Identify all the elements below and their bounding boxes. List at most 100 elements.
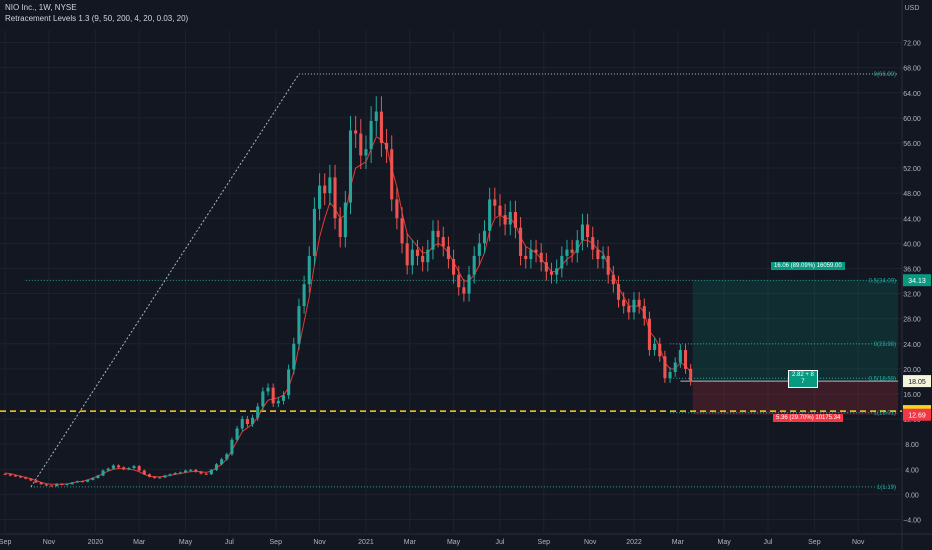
y-tick-label: −4.00 bbox=[903, 517, 921, 524]
moving-average-line bbox=[5, 135, 692, 485]
candle bbox=[565, 249, 569, 256]
candle bbox=[488, 199, 492, 231]
candle bbox=[606, 255, 610, 275]
candle bbox=[611, 274, 615, 285]
candle bbox=[271, 387, 275, 404]
candle bbox=[60, 483, 64, 485]
candle bbox=[395, 199, 399, 219]
x-tick-label: Sep bbox=[0, 539, 11, 546]
y-tick-label: 68.00 bbox=[903, 66, 921, 73]
candle bbox=[364, 149, 368, 156]
fib-level-label: 0.5(18.50) bbox=[869, 376, 896, 382]
x-tick-label: Mar bbox=[133, 539, 146, 546]
candle bbox=[24, 477, 28, 479]
y-tick-label: 0.00 bbox=[905, 492, 919, 499]
candle bbox=[462, 287, 466, 294]
candle bbox=[184, 470, 188, 473]
x-tick-label: Jul bbox=[764, 539, 773, 546]
fib-level-label: 0(66.99) bbox=[874, 72, 896, 78]
candle bbox=[616, 284, 621, 300]
candle bbox=[86, 479, 90, 482]
y-tick-label: 16.00 bbox=[903, 392, 921, 399]
candle bbox=[8, 474, 12, 476]
candle bbox=[534, 249, 538, 253]
candle bbox=[390, 149, 394, 200]
candle bbox=[668, 371, 672, 379]
x-tick-label: 2021 bbox=[358, 539, 374, 546]
candle bbox=[318, 185, 322, 209]
candle bbox=[513, 211, 517, 228]
candle bbox=[446, 246, 450, 260]
candle bbox=[586, 224, 590, 238]
candle bbox=[338, 218, 342, 238]
candle bbox=[570, 249, 574, 253]
fib-level-label: 0(23.98) bbox=[874, 342, 896, 348]
candle bbox=[632, 299, 636, 313]
candle bbox=[431, 230, 435, 250]
candle bbox=[503, 215, 507, 225]
candle bbox=[426, 249, 430, 263]
price-label: 18.05 bbox=[908, 379, 926, 386]
candle bbox=[689, 368, 693, 382]
candle bbox=[405, 243, 409, 266]
price-label-bg bbox=[903, 408, 931, 421]
candle bbox=[251, 417, 255, 425]
candle bbox=[111, 465, 115, 469]
candle bbox=[163, 475, 167, 478]
candle bbox=[34, 480, 38, 483]
candle bbox=[13, 475, 18, 477]
candle bbox=[96, 475, 100, 479]
x-tick-label: Sep bbox=[538, 539, 551, 546]
candle bbox=[436, 230, 440, 238]
candle bbox=[467, 274, 471, 294]
candle bbox=[591, 237, 595, 250]
candle bbox=[266, 387, 270, 392]
candle bbox=[519, 227, 523, 256]
candle bbox=[323, 185, 327, 194]
candle bbox=[673, 362, 677, 372]
y-tick-label: 28.00 bbox=[903, 317, 921, 324]
candle bbox=[601, 255, 605, 260]
candle bbox=[153, 476, 157, 479]
x-tick-label: 2020 bbox=[88, 539, 104, 546]
candle bbox=[19, 476, 23, 478]
candle bbox=[137, 466, 141, 471]
candle bbox=[627, 306, 631, 313]
candle bbox=[168, 474, 172, 476]
candle bbox=[307, 255, 311, 285]
candle bbox=[287, 369, 291, 396]
candle bbox=[55, 483, 59, 487]
candle bbox=[410, 249, 414, 266]
candle bbox=[678, 350, 682, 363]
candle bbox=[647, 318, 651, 351]
candle bbox=[653, 343, 657, 351]
candle bbox=[122, 467, 126, 470]
candle bbox=[477, 243, 481, 256]
y-tick-label: 36.00 bbox=[903, 266, 921, 273]
candle bbox=[101, 470, 105, 476]
x-tick-label: Nov bbox=[584, 539, 597, 546]
position-center-label[interactable]: 2.82 + 8 7 bbox=[788, 370, 818, 388]
candle bbox=[348, 130, 353, 203]
candle bbox=[225, 454, 229, 460]
symbol-title: NIO Inc., 1W, NYSE bbox=[5, 3, 77, 12]
candle bbox=[70, 482, 74, 485]
candle bbox=[292, 343, 296, 370]
profit-zone bbox=[692, 280, 898, 382]
candle bbox=[256, 406, 260, 418]
candle bbox=[596, 249, 600, 260]
candle bbox=[127, 467, 131, 470]
x-tick-label: Sep bbox=[808, 539, 821, 546]
price-label: 12.69 bbox=[908, 413, 926, 420]
indicator-legend[interactable]: Retracement Levels 1.3 (9, 50, 200, 4, 2… bbox=[5, 14, 189, 23]
candle bbox=[220, 459, 224, 465]
candle bbox=[379, 111, 383, 143]
candle bbox=[39, 482, 43, 485]
candle bbox=[204, 473, 208, 475]
candle bbox=[560, 255, 564, 269]
candle bbox=[658, 343, 662, 357]
candle bbox=[441, 237, 445, 247]
candle bbox=[158, 477, 162, 479]
candle bbox=[281, 395, 286, 401]
